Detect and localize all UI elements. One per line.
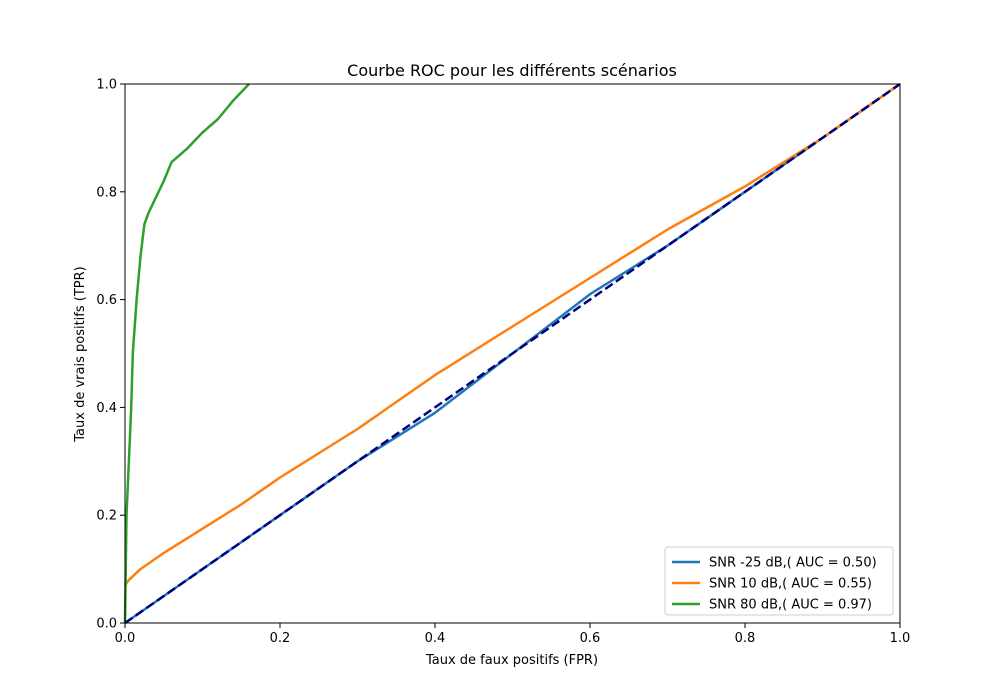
x-tick-label: 0.8 [735, 631, 756, 646]
legend-box [664, 546, 894, 616]
y-tick-label: 1.0 [96, 78, 117, 93]
y-tick-label: 0.6 [96, 293, 117, 308]
x-tick-label: 0.0 [115, 631, 136, 646]
ticks-layer: 0.0 0.2 0.4 0.6 0.8 1.0 0.0 0.2 0.4 0.6 0.8 1.0 [96, 78, 910, 647]
reference-diagonal-line [124, 82, 901, 625]
x-tick-label: 0.2 [270, 631, 291, 646]
x-tick-label: 0.4 [425, 631, 446, 646]
x-tick-label: 1.0 [890, 631, 911, 646]
legend-label-0: SNR -25 dB,( AUC = 0.50) [709, 556, 877, 571]
series-line-1 [123, 82, 901, 587]
x-tick-label: 0.6 [580, 631, 601, 646]
y-tick-label: 0.2 [96, 509, 117, 524]
plot-frame [124, 83, 901, 624]
legend: SNR -25 dB,( AUC = 0.50) SNR 10 dB,( AUC … [664, 546, 894, 616]
chart-title: Courbe ROC pour les différents scénarios [347, 61, 677, 80]
series-line-2 [123, 83, 250, 624]
y-tick-label: 0.0 [96, 617, 117, 632]
y-tick-label: 0.8 [96, 185, 117, 200]
legend-label-1: SNR 10 dB,( AUC = 0.55) [709, 577, 872, 592]
series-layer [123, 82, 901, 625]
legend-label-2: SNR 80 dB,( AUC = 0.97) [709, 598, 872, 613]
y-tick-label: 0.4 [96, 401, 117, 416]
y-axis-label: Taux de vrais positifs (TPR) [73, 266, 88, 442]
legend-items: SNR -25 dB,( AUC = 0.50) SNR 10 dB,( AUC … [672, 556, 877, 613]
x-axis-label: Taux de faux positifs (FPR) [425, 653, 598, 668]
